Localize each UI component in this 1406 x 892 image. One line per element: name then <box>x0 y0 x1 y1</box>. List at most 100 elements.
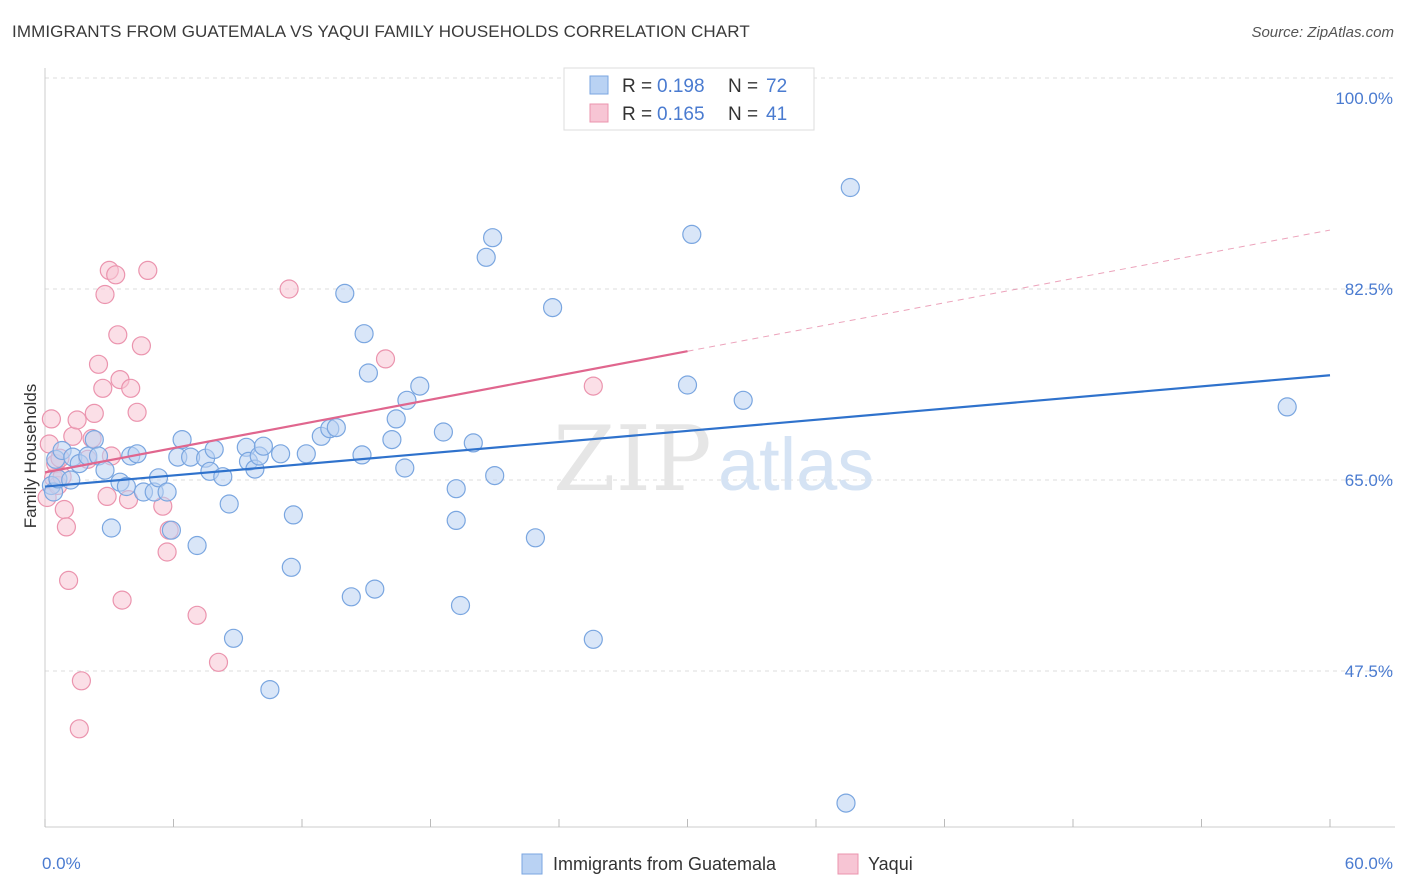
watermark-atlas: atlas <box>718 423 874 506</box>
yaqui-point-38 <box>279 279 299 299</box>
guatemala-point-56 <box>433 422 453 442</box>
guatemala-point-37 <box>260 679 280 700</box>
grid-lines <box>45 77 1395 672</box>
yaqui-trend-extension <box>687 229 1331 352</box>
yaqui-point-32 <box>138 260 158 280</box>
guatemala-point-36 <box>253 436 273 456</box>
tick-labels: 47.5% 65.0% 82.5% 100.0% 0.0% 60.0% <box>42 89 1393 873</box>
guatemala-point-72 <box>1277 397 1297 417</box>
guatemala-point-59 <box>450 595 471 616</box>
yaqui-point-14 <box>71 671 92 691</box>
yaqui-point-40 <box>583 376 603 396</box>
yaqui-point-29 <box>121 378 141 398</box>
guatemala-point-52 <box>386 409 406 429</box>
guatemala-point-28 <box>204 439 224 459</box>
legend-swatch-blue <box>589 75 609 95</box>
chart-title: IMMIGRANTS FROM GUATEMALA VS YAQUI FAMIL… <box>12 22 750 41</box>
guatemala-point-66 <box>583 629 603 649</box>
guatemala-point-54 <box>397 390 417 410</box>
guatemala-point-65 <box>542 298 563 318</box>
guatemala-point-58 <box>446 510 466 531</box>
trend-lines <box>44 229 1331 488</box>
legend-r-label-1: R = <box>622 76 652 97</box>
guatemala-point-12 <box>101 518 122 538</box>
yaqui-point-8 <box>54 499 74 520</box>
guatemala-point-48 <box>354 324 374 344</box>
yaqui-point-30 <box>127 402 147 422</box>
yaqui-point-12 <box>67 410 87 430</box>
guatemala-point-14 <box>116 476 137 497</box>
legend-n-label-2: N = <box>728 104 758 125</box>
yaqui-point-17 <box>84 403 104 423</box>
legend-r-value-1: 0.198 <box>657 76 705 97</box>
guatemala-point-25 <box>187 535 207 556</box>
series-legend-label-pink: Yaqui <box>868 854 913 874</box>
data-points <box>37 177 1297 813</box>
x-tick-label-0: 0.0% <box>42 854 81 873</box>
series-legend: Immigrants from Guatemala Yaqui <box>521 853 913 875</box>
yaqui-point-34 <box>157 542 177 562</box>
yaqui-point-37 <box>208 652 229 672</box>
guatemala-point-31 <box>223 628 244 648</box>
source-credit: Source: ZipAtlas.com <box>1251 24 1394 41</box>
legend-r-value-2: 0.165 <box>657 104 705 125</box>
guatemala-point-46 <box>341 587 361 607</box>
yaqui-point-18 <box>88 354 109 374</box>
y-axis-label: Family Households <box>21 384 40 529</box>
x-tick-label-1: 60.0% <box>1345 854 1393 873</box>
yaqui-point-19 <box>93 378 113 398</box>
guatemala-point-40 <box>283 505 303 525</box>
guatemala-point-68 <box>682 224 702 244</box>
guatemala-point-67 <box>677 375 698 395</box>
guatemala-point-62 <box>483 228 503 248</box>
legend-n-value-2: 41 <box>766 104 787 125</box>
y-tick-label-1: 65.0% <box>1345 471 1393 490</box>
yaqui-point-24 <box>106 265 126 285</box>
yaqui-point-36 <box>187 605 207 625</box>
guatemala-point-70 <box>840 177 860 198</box>
guatemala-point-69 <box>733 390 753 410</box>
stats-legend: R = 0.198 N = 72 R = 0.165 N = 41 <box>563 67 815 131</box>
guatemala-point-51 <box>382 430 402 450</box>
watermark: ZIP atlas <box>553 407 874 512</box>
yaqui-point-39 <box>375 349 396 369</box>
yaqui-point-21 <box>97 486 117 506</box>
legend-n-label-1: N = <box>728 76 758 97</box>
guatemala-point-38 <box>271 444 291 464</box>
guatemala-point-64 <box>525 528 546 548</box>
yaqui-trend-line <box>44 350 688 474</box>
guatemala-trend-line <box>44 374 1331 488</box>
guatemala-point-50 <box>365 579 385 599</box>
yaqui-point-13 <box>69 719 89 739</box>
guatemala-point-30 <box>219 494 239 514</box>
legend-n-value-1: 72 <box>766 76 787 97</box>
guatemala-point-71 <box>836 793 856 813</box>
guatemala-point-5 <box>61 470 81 490</box>
yaqui-point-31 <box>131 336 151 356</box>
guatemala-point-9 <box>84 430 104 450</box>
guatemala-point-53 <box>395 458 415 478</box>
guatemala-point-21 <box>161 520 181 540</box>
guatemala-point-20 <box>157 482 177 502</box>
series-legend-swatch-blue <box>521 853 543 875</box>
yaqui-point-2 <box>41 409 62 429</box>
legend-swatch-pink <box>589 103 609 123</box>
guatemala-point-39 <box>281 557 301 577</box>
guatemala-point-49 <box>358 363 378 383</box>
y-tick-label-0: 47.5% <box>1345 662 1393 681</box>
guatemala-point-44 <box>326 418 346 438</box>
yaqui-point-20 <box>95 284 115 305</box>
guatemala-point-55 <box>410 376 430 396</box>
series-legend-swatch-pink <box>837 853 859 875</box>
y-tick-label-2: 82.5% <box>1345 280 1393 299</box>
y-tick-label-3: 100.0% <box>1335 89 1393 108</box>
series-legend-label-blue: Immigrants from Guatemala <box>553 854 777 874</box>
guatemala-point-23 <box>172 430 192 450</box>
guatemala-point-60 <box>463 433 483 453</box>
guatemala-point-41 <box>296 444 316 464</box>
watermark-zip: ZIP <box>553 407 712 512</box>
guatemala-point-63 <box>485 466 505 486</box>
guatemala-point-61 <box>476 247 496 267</box>
yaqui-point-10 <box>58 570 79 591</box>
